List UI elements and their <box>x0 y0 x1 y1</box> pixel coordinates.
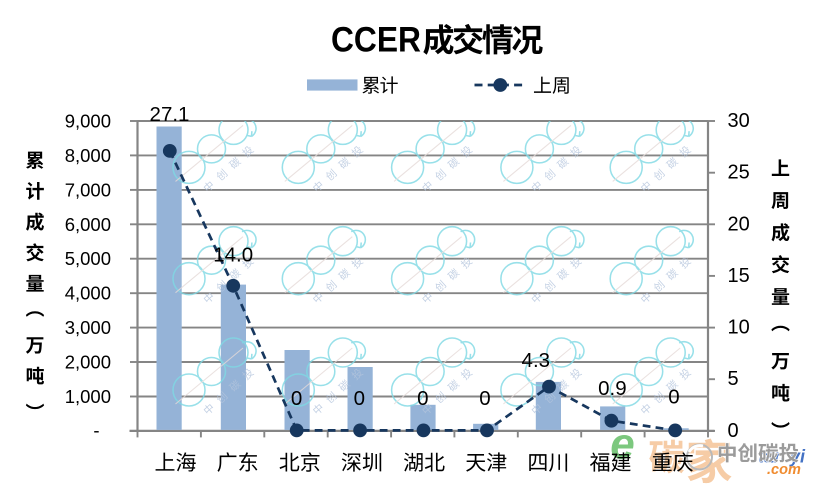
svg-text:0: 0 <box>668 386 679 409</box>
svg-text:0: 0 <box>291 387 302 410</box>
svg-text:1,000: 1,000 <box>65 386 111 407</box>
svg-text:0.9: 0.9 <box>598 377 627 400</box>
svg-text:8,000: 8,000 <box>65 145 111 166</box>
svg-text:3,000: 3,000 <box>65 317 111 338</box>
svg-text:14.0: 14.0 <box>213 244 253 267</box>
svg-text:7,000: 7,000 <box>65 179 111 200</box>
svg-text:0: 0 <box>479 387 490 410</box>
svg-text:0: 0 <box>354 387 365 410</box>
svg-text:-: - <box>93 419 99 440</box>
svg-text:9,000: 9,000 <box>65 111 111 132</box>
svg-text:25: 25 <box>728 162 750 184</box>
svg-text:.com: .com <box>767 462 801 478</box>
svg-text:4,000: 4,000 <box>65 283 111 304</box>
svg-text:27.1: 27.1 <box>150 103 190 126</box>
svg-text:4.3: 4.3 <box>522 349 551 372</box>
svg-text:5,000: 5,000 <box>65 248 111 269</box>
svg-text:20: 20 <box>728 213 750 235</box>
svg-text:15: 15 <box>728 265 750 287</box>
svg-text:5: 5 <box>728 368 739 390</box>
svg-text:0: 0 <box>417 387 428 410</box>
svg-text:2,000: 2,000 <box>65 352 111 373</box>
svg-text:10: 10 <box>728 317 750 339</box>
svg-text:30: 30 <box>728 110 750 132</box>
svg-text:6,000: 6,000 <box>65 214 111 235</box>
svg-text:CCER: CCER <box>331 21 421 60</box>
svg-text:0: 0 <box>728 420 739 442</box>
